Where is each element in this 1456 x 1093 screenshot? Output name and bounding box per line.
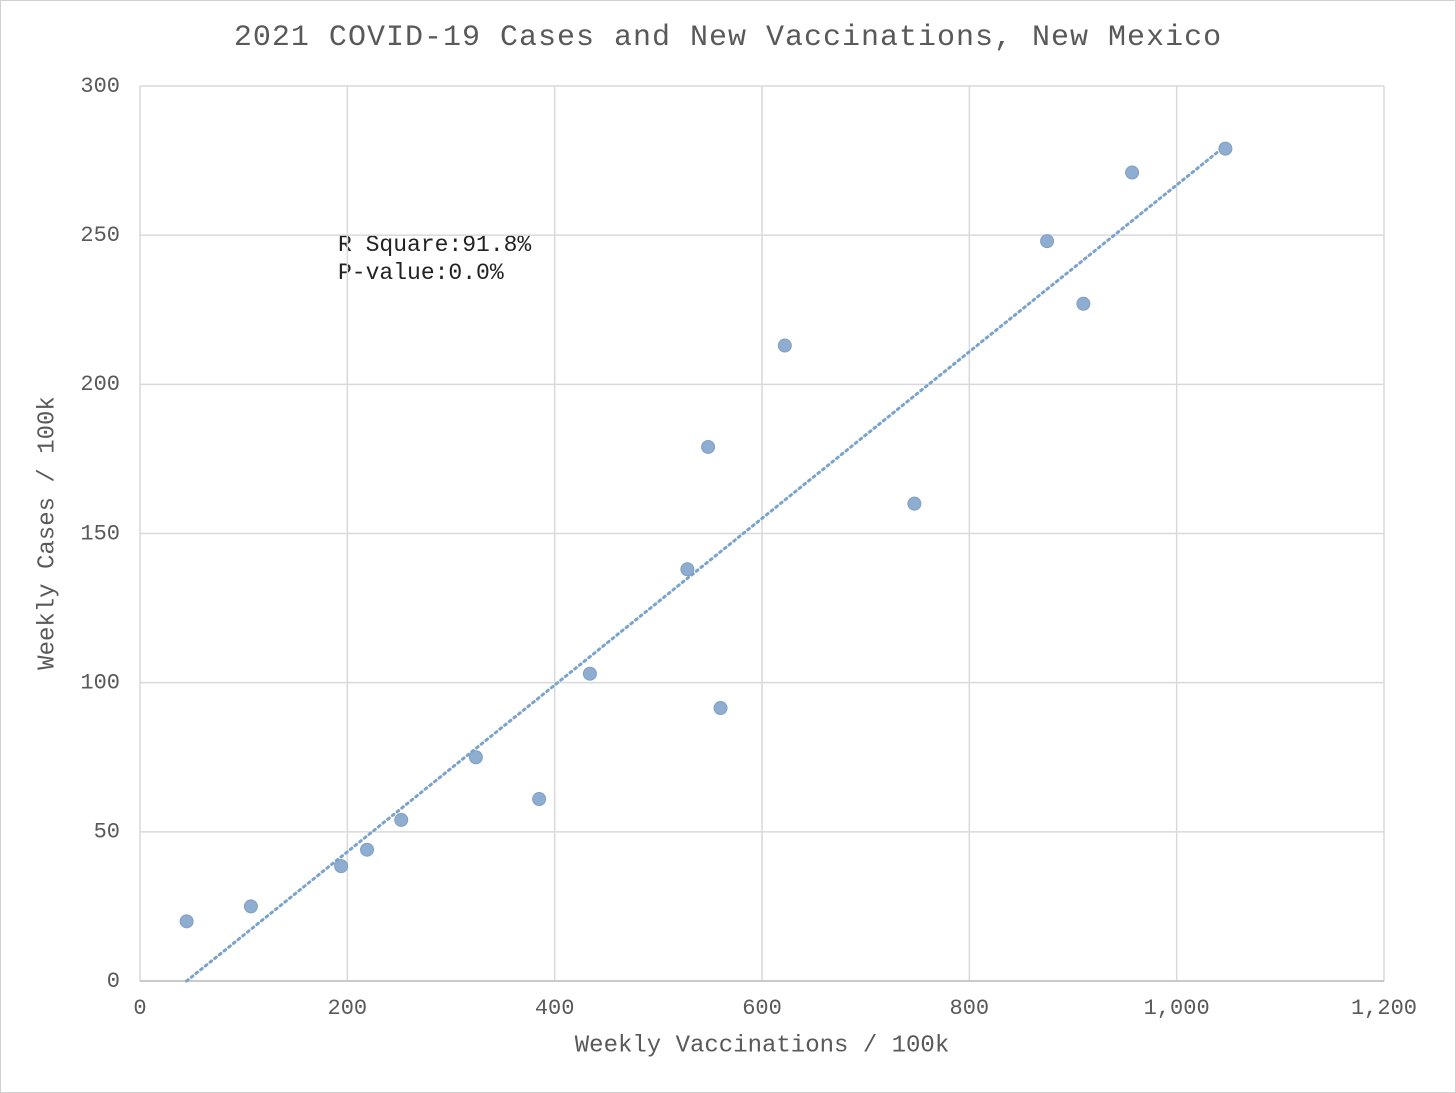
scatter-point (907, 496, 922, 511)
x-tick-label: 800 (950, 996, 990, 1021)
annotation: R Square:91.8% (338, 232, 531, 258)
x-tick-label: 0 (133, 996, 146, 1021)
x-tick-label: 1,000 (1144, 996, 1210, 1021)
y-tick-label: 100 (80, 670, 120, 695)
scatter-point (179, 914, 194, 929)
scatter-point (582, 666, 597, 681)
scatter-point (532, 792, 547, 807)
scatter-point (1125, 165, 1140, 180)
scatter-point (680, 562, 695, 577)
scatter-point (1040, 234, 1055, 249)
y-tick-label: 50 (94, 820, 120, 845)
scatter-point (468, 750, 483, 765)
y-tick-label: 200 (80, 372, 120, 397)
y-tick-label: 0 (107, 969, 120, 994)
scatter-point (777, 338, 792, 353)
annotation: P-value:0.0% (338, 260, 504, 286)
scatter-point (701, 439, 716, 454)
chart-title: 2021 COVID-19 Cases and New Vaccinations… (234, 21, 1222, 55)
x-tick-label: 600 (742, 996, 782, 1021)
scatter-point (360, 842, 375, 857)
y-tick-label: 250 (80, 223, 120, 248)
trendline (185, 150, 1220, 983)
x-tick-label: 1,200 (1351, 996, 1417, 1021)
scatter-point (243, 899, 258, 914)
y-tick-label: 150 (80, 521, 120, 546)
scatter-point (394, 812, 409, 827)
scatter-point (1218, 141, 1233, 156)
x-tick-label: 200 (328, 996, 368, 1021)
scatter-point (1076, 296, 1091, 311)
scatter-point (334, 859, 349, 874)
y-axis-label: Weekly Cases / 100k (34, 396, 61, 670)
y-tick-label: 300 (80, 74, 120, 99)
x-tick-label: 400 (535, 996, 575, 1021)
x-axis-label: Weekly Vaccinations / 100k (575, 1032, 949, 1059)
scatter-point (713, 701, 728, 716)
